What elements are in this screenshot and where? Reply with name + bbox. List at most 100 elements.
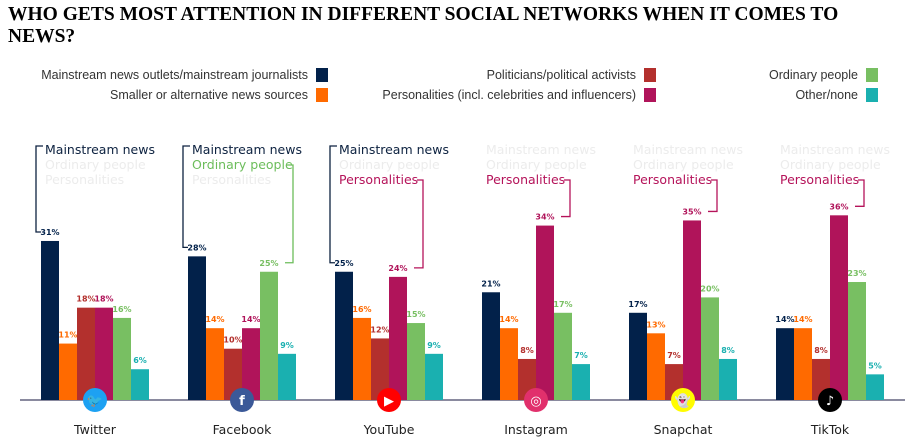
data-label: 24%: [388, 264, 407, 273]
snapchat-icon-glyph: 👻: [675, 392, 691, 409]
facebook-icon-glyph: f: [239, 394, 245, 409]
annotation-personalities: Personalities: [633, 172, 712, 187]
bar-tiktok-0: [776, 328, 794, 400]
data-label: 7%: [574, 351, 588, 360]
bar-youtube-4: [407, 323, 425, 400]
bar-tiktok-1: [794, 328, 812, 400]
annotation-ordinary-people: Ordinary people: [486, 157, 587, 172]
data-label: 17%: [628, 300, 647, 309]
legend-item: Personalities (incl. celebrities and inf…: [382, 88, 656, 102]
network-label-twitter: Twitter: [73, 422, 117, 437]
legend-swatch: [316, 68, 328, 82]
bar-snapchat-5: [719, 358, 737, 400]
bar-youtube-0: [335, 271, 353, 400]
data-label: 14%: [499, 315, 518, 324]
bar-facebook-1: [206, 328, 224, 400]
data-label: 14%: [775, 315, 794, 324]
annotation-ordinary-people: Ordinary people: [339, 157, 440, 172]
annotation-bracket: [855, 179, 865, 207]
data-label: 31%: [40, 228, 59, 237]
data-label: 10%: [223, 336, 242, 345]
data-label: 34%: [535, 213, 554, 222]
data-label: 18%: [76, 295, 95, 304]
data-label: 14%: [793, 315, 812, 324]
annotation-ordinary-people: Ordinary people: [780, 157, 881, 172]
legend-swatch: [644, 68, 656, 82]
data-label: 20%: [700, 284, 719, 293]
annotation-personalities: Personalities: [486, 172, 565, 187]
data-label: 8%: [721, 346, 735, 355]
bar-twitter-0: [41, 240, 59, 400]
bar-facebook-4: [260, 271, 278, 400]
chart-title: WHO GETS MOST ATTENTION IN DIFFERENT SOC…: [8, 4, 839, 47]
legend-swatch: [316, 88, 328, 102]
data-label: 8%: [814, 346, 828, 355]
twitter-icon-glyph: 🐦: [87, 394, 103, 409]
bar-twitter-3: [95, 307, 113, 400]
bar-snapchat-0: [629, 312, 647, 400]
annotation-ordinary-people: Ordinary people: [45, 157, 146, 172]
bar-instagram-0: [482, 292, 500, 400]
bar-instagram-3: [536, 225, 554, 400]
bar-tiktok-5: [866, 374, 884, 400]
network-label-youtube: YouTube: [363, 422, 415, 437]
data-label: 14%: [205, 315, 224, 324]
annotation-bracket: [35, 145, 43, 233]
legend-label: Personalities (incl. celebrities and inf…: [382, 88, 636, 102]
instagram-icon: [524, 388, 548, 412]
data-label: 36%: [829, 202, 848, 211]
data-label: 11%: [58, 331, 77, 340]
annotation-personalities: Personalities: [339, 172, 418, 187]
data-label: 15%: [406, 310, 425, 319]
legend-label: Smaller or alternative news sources: [110, 88, 308, 102]
bar-twitter-4: [113, 317, 131, 400]
youtube-icon-glyph: ▶: [384, 394, 394, 409]
legend-label: Mainstream news outlets/mainstream journ…: [41, 68, 308, 82]
annotation-mainstream-news: Mainstream news: [486, 142, 596, 157]
tiktok-icon-glyph: ♪: [826, 394, 834, 409]
tiktok-icon: [818, 388, 842, 412]
annotation-mainstream-news: Mainstream news: [339, 142, 449, 157]
bar-snapchat-4: [701, 297, 719, 400]
bar-facebook-5: [278, 353, 296, 400]
annotation-bracket: [414, 179, 424, 269]
bar-youtube-3: [389, 276, 407, 400]
annotation-bracket: [329, 145, 337, 264]
legend-item: Mainstream news outlets/mainstream journ…: [41, 68, 328, 82]
bar-youtube-5: [425, 353, 443, 400]
annotation-personalities: Personalities: [192, 172, 271, 187]
legend-swatch: [866, 88, 878, 102]
facebook-icon: [230, 388, 254, 412]
annotation-mainstream-news: Mainstream news: [45, 142, 155, 157]
data-label: 9%: [280, 341, 294, 350]
data-label: 25%: [334, 259, 353, 268]
bar-twitter-1: [59, 343, 77, 400]
data-label: 23%: [847, 269, 866, 278]
annotation-ordinary-people: Ordinary people: [192, 157, 293, 172]
data-label: 8%: [520, 346, 534, 355]
legend-item: Other/none: [795, 88, 878, 102]
annotation-mainstream-news: Mainstream news: [192, 142, 302, 157]
legend-item: Smaller or alternative news sources: [110, 88, 328, 102]
annotation-ordinary-people: Ordinary people: [633, 157, 734, 172]
legend-label: Politicians/political activists: [486, 68, 636, 82]
bar-facebook-0: [188, 256, 206, 400]
bar-youtube-2: [371, 338, 389, 400]
data-label: 5%: [868, 361, 882, 370]
annotation-bracket: [561, 179, 571, 218]
network-label-instagram: Instagram: [504, 422, 568, 437]
snapchat-icon: [671, 388, 695, 412]
bar-tiktok-4: [848, 282, 866, 400]
data-label: 35%: [682, 207, 701, 216]
legend-swatch: [644, 88, 656, 102]
twitter-icon: [83, 388, 107, 412]
data-label: 18%: [94, 295, 113, 304]
data-label: 7%: [667, 351, 681, 360]
data-label: 13%: [646, 320, 665, 329]
bar-instagram-5: [572, 364, 590, 400]
annotation-personalities: Personalities: [45, 172, 124, 187]
bar-instagram-4: [554, 312, 572, 400]
bar-twitter-5: [131, 369, 149, 400]
annotation-mainstream-news: Mainstream news: [780, 142, 890, 157]
data-label: 28%: [187, 243, 206, 252]
